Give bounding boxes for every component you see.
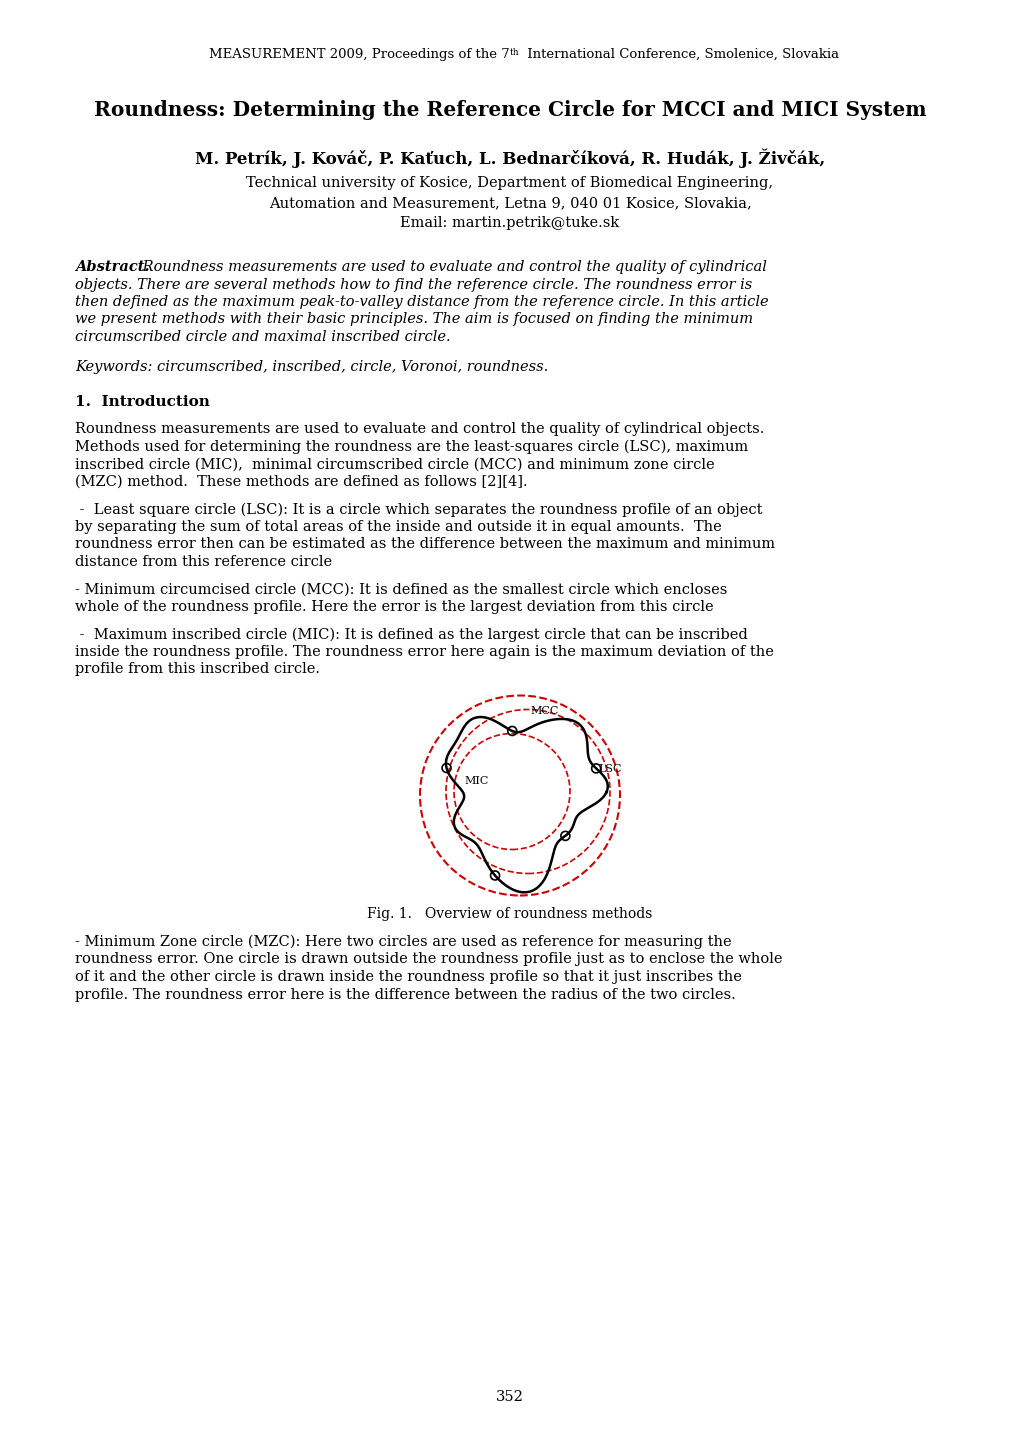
Text: by separating the sum of total areas of the inside and outside it in equal amoun: by separating the sum of total areas of … bbox=[75, 521, 721, 534]
Text: M. Petrík, J. Kováč, P. Kaťuch, L. Bednarčíková, R. Hudák, J. Živčák,: M. Petrík, J. Kováč, P. Kaťuch, L. Bedna… bbox=[195, 149, 824, 167]
Text: 1.  Introduction: 1. Introduction bbox=[75, 395, 210, 408]
Text: distance from this reference circle: distance from this reference circle bbox=[75, 555, 332, 570]
Text: MIC: MIC bbox=[464, 776, 488, 786]
Text: -  Maximum inscribed circle (MIC): It is defined as the largest circle that can : - Maximum inscribed circle (MIC): It is … bbox=[75, 627, 747, 642]
Text: MEASUREMENT 2009, Proceedings of the 7: MEASUREMENT 2009, Proceedings of the 7 bbox=[209, 48, 510, 61]
Text: MCC: MCC bbox=[530, 707, 557, 717]
Text: Roundness: Determining the Reference Circle for MCCI and MICI System: Roundness: Determining the Reference Cir… bbox=[94, 99, 925, 120]
Text: th: th bbox=[510, 48, 519, 58]
Text: Automation and Measurement, Letna 9, 040 01 Kosice, Slovakia,: Automation and Measurement, Letna 9, 040… bbox=[268, 196, 751, 211]
Text: Email: martin.petrik@tuke.sk: Email: martin.petrik@tuke.sk bbox=[400, 216, 619, 231]
Text: roundness error then can be estimated as the difference between the maximum and : roundness error then can be estimated as… bbox=[75, 538, 774, 551]
Text: of it and the other circle is drawn inside the roundness profile so that it just: of it and the other circle is drawn insi… bbox=[75, 970, 741, 983]
Text: profile from this inscribed circle.: profile from this inscribed circle. bbox=[75, 662, 320, 676]
Text: Roundness measurements are used to evaluate and control the quality of cylindric: Roundness measurements are used to evalu… bbox=[138, 260, 766, 274]
Text: Technical university of Kosice, Department of Biomedical Engineering,: Technical university of Kosice, Departme… bbox=[247, 176, 772, 190]
Text: International Conference, Smolenice, Slovakia: International Conference, Smolenice, Slo… bbox=[523, 48, 839, 61]
Text: - Minimum circumcised circle (MCC): It is defined as the smallest circle which e: - Minimum circumcised circle (MCC): It i… bbox=[75, 583, 727, 597]
Text: LSC: LSC bbox=[597, 763, 621, 773]
Text: objects. There are several methods how to find the reference circle. The roundne: objects. There are several methods how t… bbox=[75, 277, 752, 291]
Text: Fig. 1.   Overview of roundness methods: Fig. 1. Overview of roundness methods bbox=[367, 907, 652, 921]
Text: inscribed circle (MIC),  minimal circumscribed circle (MCC) and minimum zone cir: inscribed circle (MIC), minimal circumsc… bbox=[75, 457, 714, 472]
Text: whole of the roundness profile. Here the error is the largest deviation from thi: whole of the roundness profile. Here the… bbox=[75, 600, 713, 614]
Text: 352: 352 bbox=[495, 1390, 524, 1405]
Text: inside the roundness profile. The roundness error here again is the maximum devi: inside the roundness profile. The roundn… bbox=[75, 645, 773, 659]
Text: (MZC) method.  These methods are defined as follows [2][4].: (MZC) method. These methods are defined … bbox=[75, 474, 527, 489]
Text: Keywords: circumscribed, inscribed, circle, Voronoi, roundness.: Keywords: circumscribed, inscribed, circ… bbox=[75, 359, 548, 373]
Text: Methods used for determining the roundness are the least-squares circle (LSC), m: Methods used for determining the roundne… bbox=[75, 440, 748, 454]
Text: we present methods with their basic principles. The aim is focused on finding th: we present methods with their basic prin… bbox=[75, 313, 752, 326]
Text: profile. The roundness error here is the difference between the radius of the tw: profile. The roundness error here is the… bbox=[75, 988, 735, 1002]
Text: Abstract.: Abstract. bbox=[75, 260, 150, 274]
Text: then defined as the maximum peak-to-valley distance from the reference circle. I: then defined as the maximum peak-to-vall… bbox=[75, 296, 768, 309]
Text: -  Least square circle (LSC): It is a circle which separates the roundness profi: - Least square circle (LSC): It is a cir… bbox=[75, 502, 762, 516]
Text: circumscribed circle and maximal inscribed circle.: circumscribed circle and maximal inscrib… bbox=[75, 330, 450, 345]
Text: - Minimum Zone circle (MZC): Here two circles are used as reference for measurin: - Minimum Zone circle (MZC): Here two ci… bbox=[75, 934, 731, 949]
Text: roundness error. One circle is drawn outside the roundness profile just as to en: roundness error. One circle is drawn out… bbox=[75, 953, 782, 966]
Text: Roundness measurements are used to evaluate and control the quality of cylindric: Roundness measurements are used to evalu… bbox=[75, 423, 763, 437]
